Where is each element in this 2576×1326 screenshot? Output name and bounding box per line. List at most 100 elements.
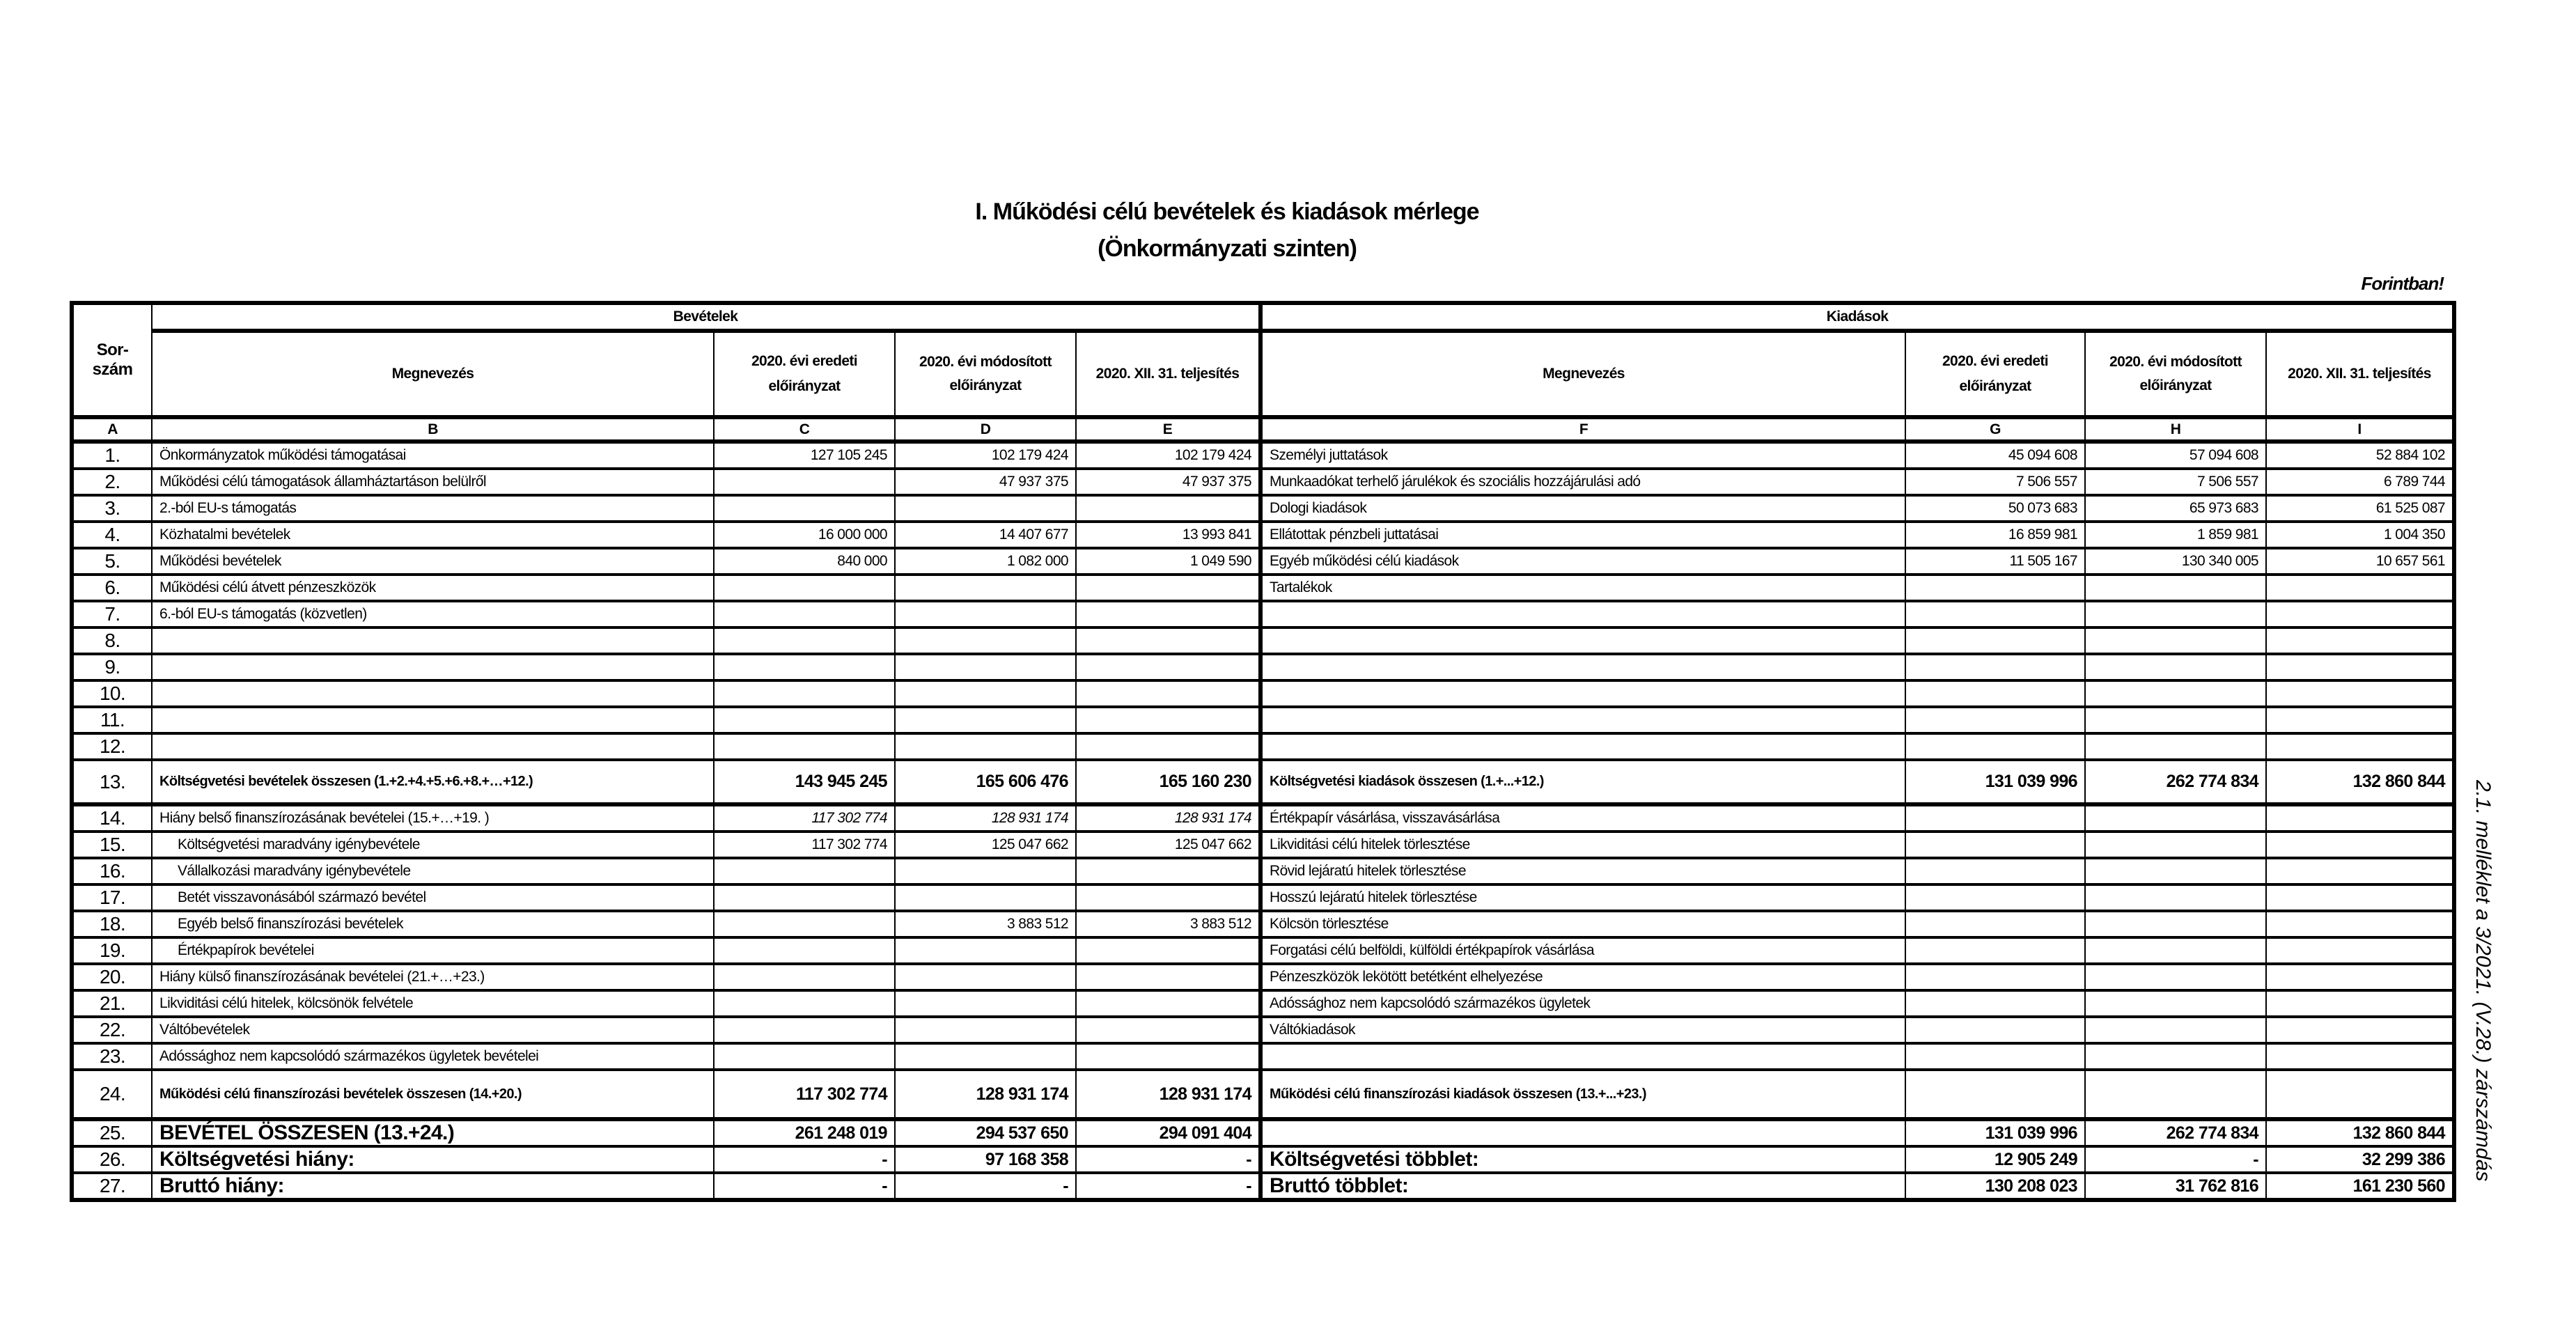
expense-original [1905, 802, 2086, 832]
revenue-original: 261 248 019 [713, 1117, 896, 1147]
expense-original-header: 2020. évi eredeti előirányzat [1905, 329, 2086, 418]
revenue-original: 127 105 245 [713, 439, 896, 469]
revenue-label: Működési bevételek [151, 547, 715, 575]
table-row: 27. Bruttó hiány: - - - Bruttó többlet: 130 20… [71, 1171, 2455, 1201]
revenue-original [713, 1042, 896, 1070]
table-row: 26. Költségvetési hiány: -97 168 358- Költs… [71, 1145, 2455, 1173]
revenue-original [713, 705, 896, 734]
expense-actual [2265, 732, 2455, 760]
expense-modified: 57 094 608 [2084, 439, 2267, 469]
revenue-label: Működési célú átvett pénzeszközök [151, 573, 715, 602]
revenue-label: Bruttó hiány: [151, 1171, 715, 1201]
expense-original [1905, 989, 2086, 1017]
revenue-modified [894, 573, 1077, 602]
row-number: 19. [71, 936, 153, 965]
expense-actual [2265, 802, 2455, 832]
table-row: 15. Költségvetési maradvány igénybevétele… [71, 830, 2455, 859]
table-row: 18. Egyéb belső finanszírozási bevételek 3… [71, 910, 2455, 938]
expense-name-header: Megnevezés [1258, 329, 1906, 418]
row-number: 4. [71, 520, 153, 549]
table-row: 8. [71, 626, 2455, 655]
revenue-modified: 294 537 650 [894, 1117, 1077, 1147]
row-number: 3. [71, 494, 153, 522]
expense-actual [2265, 910, 2455, 938]
expense-label: Munkaadókat terhelő járulékok és szociál… [1258, 467, 1906, 496]
revenue-label: Önkormányzatok működési támogatásai [151, 439, 715, 469]
table-row: 7. 6.-ból EU-s támogatás (közvetlen) [71, 600, 2455, 628]
expense-modified: 31 762 816 [2084, 1171, 2267, 1201]
expense-modified [2084, 830, 2267, 859]
row-number: 9. [71, 653, 153, 681]
expense-label: Kölcsön törlesztése [1258, 910, 1906, 938]
revenue-actual [1075, 494, 1261, 522]
table-row: 24. Működési célú finanszírozási bevétele… [71, 1068, 2455, 1120]
revenue-modified [894, 653, 1077, 681]
revenue-label: 2.-ból EU-s támogatás [151, 494, 715, 522]
row-number: 17. [71, 883, 153, 912]
row-number: 7. [71, 600, 153, 628]
expense-modified: 1 859 981 [2084, 520, 2267, 549]
revenue-modified [894, 962, 1077, 991]
unit-note: Forintban! [2361, 273, 2444, 294]
row-number: 16. [71, 857, 153, 885]
revenue-label: Hiány külső finanszírozásának bevételei … [151, 962, 715, 991]
revenue-modified [894, 732, 1077, 760]
table-row: 22. Váltóbevételek Váltókiadások [71, 1015, 2455, 1044]
revenue-label: Hiány belső finanszírozásának bevételei … [151, 802, 715, 832]
expense-label [1258, 1117, 1906, 1147]
revenue-modified [894, 600, 1077, 628]
expense-label: Pénzeszközök lekötött betétként elhelyez… [1258, 962, 1906, 991]
expense-modified [2084, 1042, 2267, 1070]
revenue-label: Likviditási célú hitelek, kölcsönök felv… [151, 989, 715, 1017]
expense-actual: 132 860 844 [2265, 758, 2455, 805]
revenue-label: Egyéb belső finanszírozási bevételek [151, 910, 715, 938]
expense-actual [2265, 883, 2455, 912]
expense-actual [2265, 653, 2455, 681]
expense-label: Váltókiadások [1258, 1015, 1906, 1044]
expense-actual [2265, 1015, 2455, 1044]
balance-table: Sor- szám Bevételek Kiadások Megnevezés … [70, 301, 2456, 1202]
expense-original [1905, 573, 2086, 602]
expense-actual: 52 884 102 [2265, 439, 2455, 469]
expense-actual [2265, 989, 2455, 1017]
revenue-original [713, 910, 896, 938]
expense-label: Egyéb működési célú kiadások [1258, 547, 1906, 575]
column-letter-e: E [1075, 415, 1261, 442]
expense-original [1905, 1015, 2086, 1044]
expense-modified: 262 774 834 [2084, 1117, 2267, 1147]
expense-original: 130 208 023 [1905, 1171, 2086, 1201]
table-row: 14. Hiány belső finanszírozásának bevétel… [71, 802, 2455, 832]
revenue-original [713, 573, 896, 602]
row-number: 2. [71, 467, 153, 496]
row-number: 27. [71, 1171, 153, 1201]
revenue-modified: 128 931 174 [894, 1068, 1077, 1120]
expense-label: Rövid lejáratú hitelek törlesztése [1258, 857, 1906, 885]
expense-actual: 6 789 744 [2265, 467, 2455, 496]
revenue-modified [894, 989, 1077, 1017]
revenue-actual: - [1075, 1171, 1261, 1201]
row-number: 20. [71, 962, 153, 991]
revenue-original [713, 883, 896, 912]
expense-original: 11 505 167 [1905, 547, 2086, 575]
revenue-original [713, 494, 896, 522]
expense-modified [2084, 600, 2267, 628]
column-letter-i: I [2265, 415, 2455, 442]
expense-label: Személyi juttatások [1258, 439, 1906, 469]
expense-label: Értékpapír vásárlása, visszavásárlása [1258, 802, 1906, 832]
expense-actual [2265, 626, 2455, 655]
expense-modified [2084, 705, 2267, 734]
expense-modified-header: 2020. évi módosított előirányzat [2084, 329, 2267, 418]
column-letter-c: C [713, 415, 896, 442]
revenue-original: 117 302 774 [713, 1068, 896, 1120]
row-number: 26. [71, 1145, 153, 1173]
revenue-original: 117 302 774 [713, 830, 896, 859]
row-number: 23. [71, 1042, 153, 1070]
expense-label [1258, 705, 1906, 734]
expense-actual [2265, 1042, 2455, 1070]
row-number: 1. [71, 439, 153, 469]
table-row: 19. Értékpapírok bevételei Forgatási célú … [71, 936, 2455, 965]
table-row: 25. BEVÉTEL ÖSSZESEN (13.+24.) 261 248 019… [71, 1117, 2455, 1147]
revenue-label: Költségvetési maradvány igénybevétele [151, 830, 715, 859]
row-number: 22. [71, 1015, 153, 1044]
row-number: 18. [71, 910, 153, 938]
